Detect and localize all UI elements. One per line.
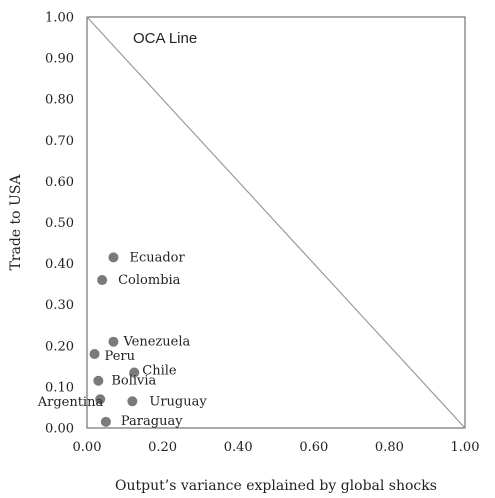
data-point: [127, 396, 138, 407]
y-tick-label: 0.20: [45, 339, 74, 354]
plot-frame: [86, 16, 466, 429]
x-tick-label: 0.00: [73, 440, 102, 455]
x-tick-label: 0.40: [224, 440, 253, 455]
data-point-label: Uruguay: [149, 394, 207, 409]
y-tick-label: 0.10: [45, 380, 74, 395]
x-tick-label: 0.60: [299, 440, 328, 455]
data-point: [100, 416, 111, 427]
x-tick-label: 0.80: [375, 440, 404, 455]
y-tick-label: 0.80: [45, 93, 74, 108]
data-point-label: Colombia: [118, 273, 181, 288]
x-tick-label: 1.00: [451, 440, 480, 455]
data-point-label: Ecuador: [129, 250, 185, 265]
x-tick-label: 0.20: [148, 440, 177, 455]
y-tick-label: 0.50: [45, 216, 74, 231]
y-tick-label: 0.40: [45, 257, 74, 272]
x-axis-ticks: 0.00 0.20 0.40 0.60 0.80 1.00: [73, 440, 480, 455]
data-point-label: Argentina: [37, 395, 104, 410]
data-point-label: Bolivia: [111, 374, 156, 389]
data-point-label: Venezuela: [122, 335, 190, 350]
y-tick-label: 0.90: [45, 52, 74, 67]
y-axis-ticks: 0.00 0.10 0.20 0.30 0.40 0.50 0.60 0.70 0.80 0.90…: [45, 11, 74, 437]
y-tick-label: 0.60: [45, 175, 74, 190]
oca-line-label: OCA Line: [133, 30, 197, 47]
data-point-label: Chile: [142, 364, 177, 379]
data-point-label: Peru: [105, 349, 135, 364]
data-point: [95, 394, 106, 405]
data-point: [129, 367, 140, 378]
data-point: [108, 252, 119, 263]
y-tick-label: 0.00: [45, 422, 74, 437]
y-tick-label: 0.70: [45, 134, 74, 149]
oca-line: [86, 16, 466, 429]
data-point: [97, 275, 108, 286]
data-point: [93, 375, 104, 386]
data-point: [108, 336, 119, 347]
data-point-label: Paraguay: [121, 414, 183, 429]
y-tick-label: 1.00: [45, 11, 74, 26]
y-axis-title: Trade to USA: [8, 174, 24, 271]
data-point: [89, 349, 100, 360]
y-tick-label: 0.30: [45, 298, 74, 313]
x-axis-title: Output’s variance explained by global sh…: [115, 478, 437, 494]
